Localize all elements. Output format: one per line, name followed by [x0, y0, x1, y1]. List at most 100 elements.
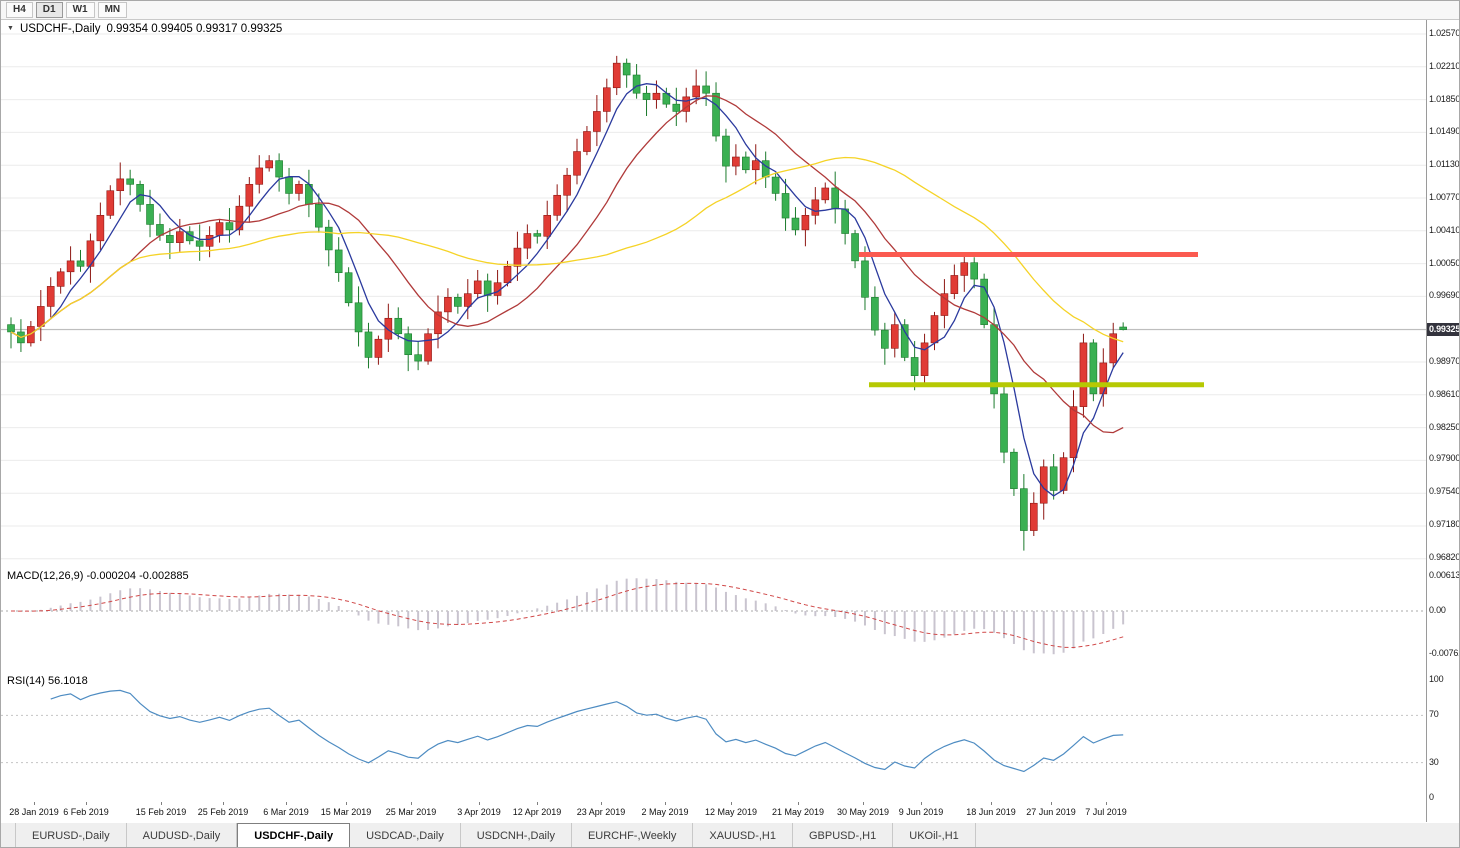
candle-bullish[interactable]	[612, 62, 621, 89]
candle-bullish[interactable]	[513, 247, 522, 267]
candle-bullish[interactable]	[950, 275, 959, 294]
candle-bullish[interactable]	[66, 260, 75, 273]
candle-bearish[interactable]	[861, 260, 869, 298]
candle-bullish[interactable]	[692, 85, 700, 98]
candle-bearish[interactable]	[841, 208, 849, 234]
candle-bullish[interactable]	[503, 266, 512, 284]
price-axis[interactable]: 1.02570 1.02210 1.01850 1.01490 1.01130 1.007…	[1426, 20, 1459, 822]
candle-bearish[interactable]	[881, 329, 889, 349]
candle-bullish[interactable]	[444, 297, 452, 313]
candle-bullish[interactable]	[1109, 333, 1118, 364]
chart-tab-xauusd-h1[interactable]: XAUUSD-,H1	[693, 823, 793, 847]
candle-bullish[interactable]	[295, 184, 303, 194]
chart-tab-audusd-daily[interactable]: AUDUSD-,Daily	[127, 823, 238, 847]
ma-fast[interactable]	[10, 83, 1124, 497]
candle-bullish[interactable]	[374, 338, 383, 358]
candle-bearish[interactable]	[1010, 451, 1018, 489]
candle-bearish[interactable]	[533, 233, 542, 237]
candle-bearish[interactable]	[146, 204, 154, 225]
candle-bearish[interactable]	[672, 103, 681, 112]
candle-bullish[interactable]	[920, 342, 929, 376]
ma-mid[interactable]	[10, 95, 1124, 434]
chart-tab-usdcad-daily[interactable]: USDCAD-,Daily	[350, 823, 461, 847]
candle-bearish[interactable]	[7, 324, 15, 333]
candle-bullish[interactable]	[732, 156, 740, 167]
candle-bearish[interactable]	[126, 178, 134, 185]
candle-bullish[interactable]	[255, 167, 264, 185]
candle-bearish[interactable]	[166, 235, 174, 243]
chart-tab-gbpusd-h1[interactable]: GBPUSD-,H1	[793, 823, 894, 847]
candle-bullish[interactable]	[583, 131, 591, 152]
candle-bullish[interactable]	[811, 199, 820, 216]
candle-bearish[interactable]	[761, 160, 770, 178]
price-chart-canvas[interactable]	[1, 20, 1426, 567]
candle-bullish[interactable]	[602, 87, 611, 112]
candle-bearish[interactable]	[702, 85, 710, 94]
timeframe-button-mn[interactable]: MN	[97, 2, 128, 18]
candle-bullish[interactable]	[56, 271, 65, 287]
candle-bearish[interactable]	[483, 280, 492, 296]
candle-bearish[interactable]	[344, 272, 353, 304]
candle-bullish[interactable]	[573, 151, 581, 176]
candle-bearish[interactable]	[225, 222, 234, 231]
candle-bearish[interactable]	[1049, 466, 1058, 491]
candle-bearish[interactable]	[791, 217, 800, 231]
candle-bullish[interactable]	[96, 215, 105, 242]
candle-bearish[interactable]	[1020, 488, 1028, 531]
candle-bearish[interactable]	[900, 324, 909, 358]
candle-bearish[interactable]	[771, 176, 780, 194]
candle-bullish[interactable]	[553, 194, 561, 216]
candle-bearish[interactable]	[871, 297, 879, 331]
candle-bullish[interactable]	[384, 317, 393, 340]
candle-bullish[interactable]	[1029, 502, 1038, 531]
chart-tab-ukoil-h1[interactable]: UKOil-,H1	[893, 823, 976, 847]
candle-bullish[interactable]	[235, 205, 244, 231]
macd-canvas[interactable]	[1, 567, 1426, 672]
candle-bearish[interactable]	[632, 74, 641, 94]
candle-bullish[interactable]	[434, 311, 442, 335]
candle-bullish[interactable]	[106, 190, 115, 216]
candle-bearish[interactable]	[712, 92, 720, 137]
candle-bearish[interactable]	[454, 297, 462, 307]
candle-bearish[interactable]	[781, 193, 790, 219]
candle-bearish[interactable]	[315, 204, 323, 228]
candle-bullish[interactable]	[801, 215, 810, 231]
time-axis[interactable]: 28 Jan 2019 6 Feb 2019 15 Feb 2019 25 Feb 2…	[1, 802, 1426, 824]
candle-bullish[interactable]	[424, 333, 432, 362]
candle-bearish[interactable]	[1000, 393, 1008, 453]
candle-bearish[interactable]	[76, 260, 85, 267]
candle-bullish[interactable]	[215, 222, 224, 236]
candle-bearish[interactable]	[910, 357, 919, 376]
candle-bearish[interactable]	[275, 160, 283, 178]
candle-bullish[interactable]	[245, 184, 254, 207]
candle-bearish[interactable]	[642, 92, 651, 100]
candle-bullish[interactable]	[652, 92, 661, 100]
candle-bearish[interactable]	[364, 331, 373, 358]
candle-bullish[interactable]	[821, 187, 830, 201]
candle-bullish[interactable]	[463, 293, 472, 307]
rsi-canvas[interactable]	[1, 672, 1426, 802]
candle-bullish[interactable]	[116, 178, 125, 192]
chart-tab-eurusd-daily[interactable]: EURUSD-,Daily	[15, 823, 127, 847]
candle-bearish[interactable]	[831, 187, 839, 210]
candle-bullish[interactable]	[940, 293, 949, 316]
chart-tab-usdchf-daily[interactable]: USDCHF-,Daily	[237, 823, 351, 847]
candle-bearish[interactable]	[980, 278, 988, 325]
candle-bullish[interactable]	[751, 160, 760, 171]
candle-bearish[interactable]	[1089, 342, 1098, 395]
candle-bearish[interactable]	[156, 224, 164, 236]
candle-bullish[interactable]	[523, 233, 532, 249]
candle-bullish[interactable]	[1039, 466, 1048, 504]
candle-bearish[interactable]	[742, 156, 750, 171]
candle-bullish[interactable]	[205, 235, 214, 247]
candle-bullish[interactable]	[593, 111, 601, 132]
candle-bullish[interactable]	[543, 215, 552, 237]
timeframe-button-w1[interactable]: W1	[65, 2, 95, 18]
candle-bearish[interactable]	[1119, 326, 1127, 330]
candle-bearish[interactable]	[195, 240, 204, 247]
candle-bearish[interactable]	[970, 262, 979, 280]
timeframe-button-h4[interactable]: H4	[6, 2, 33, 18]
chart-tab-usdcnh-daily[interactable]: USDCNH-,Daily	[461, 823, 572, 847]
candle-bearish[interactable]	[722, 135, 730, 167]
candle-bullish[interactable]	[176, 231, 184, 243]
